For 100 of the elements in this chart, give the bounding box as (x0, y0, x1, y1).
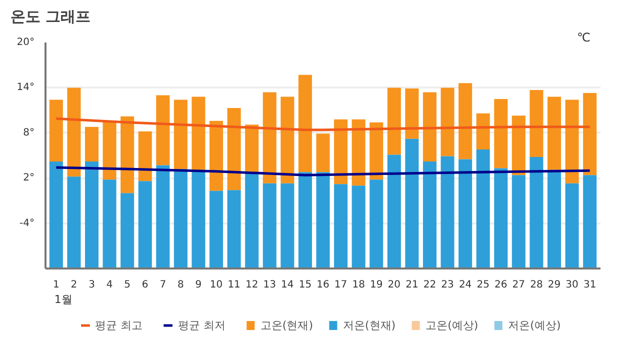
legend-label: 고온(예상) (426, 319, 478, 332)
y-tick-label: 8° (23, 127, 35, 138)
bar (227, 190, 241, 268)
bar (316, 134, 330, 172)
x-tick-label: 5 (124, 280, 131, 290)
bar (405, 88, 419, 139)
bar (262, 183, 276, 268)
bar (262, 92, 276, 184)
bar (227, 108, 241, 190)
bar (583, 175, 597, 268)
bar (156, 165, 170, 268)
x-tick-label: 22 (423, 280, 436, 290)
x-tick-label: 26 (494, 280, 508, 290)
x-tick-label: 17 (334, 280, 348, 290)
bar (192, 170, 206, 268)
x-tick-label: 30 (566, 280, 578, 290)
bar (245, 124, 259, 174)
bar (298, 172, 312, 268)
bar (512, 116, 526, 176)
line-series (54, 166, 592, 176)
bar (120, 193, 134, 268)
bar (102, 180, 116, 268)
bar (49, 100, 63, 162)
x-tick-label: 15 (298, 280, 312, 290)
x-tick-label: 31 (583, 280, 596, 290)
x-axis-title: 1월 (54, 293, 72, 306)
bar (387, 88, 401, 155)
bar (174, 169, 188, 268)
bar (422, 162, 436, 268)
bar (67, 176, 81, 268)
x-tick-label: 1 (52, 280, 60, 290)
x-tick-label: 16 (316, 280, 330, 290)
bar (512, 175, 526, 268)
bar (530, 90, 544, 158)
bar (458, 159, 472, 268)
bar (102, 120, 116, 180)
bar (49, 162, 63, 268)
y-tick-label: 2° (23, 172, 35, 184)
x-tick-label: 8 (178, 280, 184, 290)
bar (405, 138, 419, 268)
bar (210, 120, 224, 191)
x-tick-label: 6 (142, 280, 148, 290)
legend-label: 저온(현재) (342, 319, 396, 332)
x-tick-label: 24 (458, 280, 472, 290)
x-tick-label: 27 (512, 280, 526, 290)
bar (422, 92, 436, 162)
x-tick-label: 2 (70, 280, 78, 290)
bar (120, 116, 134, 194)
bar (298, 74, 312, 172)
bar (84, 126, 99, 162)
bar (583, 92, 597, 176)
bar (370, 180, 384, 268)
line-series (54, 117, 592, 132)
y-tick-label: 14° (16, 82, 35, 94)
bar (370, 122, 384, 180)
x-tick-label: 13 (263, 280, 276, 290)
bar (245, 174, 259, 268)
bar (565, 100, 579, 184)
x-tick-label: 11 (228, 280, 240, 290)
bar (547, 170, 562, 268)
bar (352, 186, 366, 268)
x-tick-label: 19 (370, 280, 383, 290)
bar (565, 183, 579, 268)
bar (458, 83, 472, 160)
legend-label: 저온(예상) (508, 319, 561, 332)
bar (192, 96, 206, 170)
x-tick-label: 3 (88, 280, 95, 290)
bar (334, 184, 348, 268)
x-tick-label: 29 (548, 280, 561, 290)
bar (387, 154, 401, 268)
x-tick-label: 7 (160, 280, 166, 290)
bar (440, 156, 454, 268)
legend-label: 평균 최저 (178, 319, 226, 332)
bar (280, 183, 294, 268)
bar (334, 119, 348, 184)
y-tick-label: 20° (16, 37, 35, 48)
bar (156, 95, 170, 166)
x-tick-label: 10 (210, 280, 223, 290)
bar (210, 190, 224, 268)
x-tick-label: 21 (406, 280, 418, 290)
x-tick-label: 20 (388, 280, 401, 290)
legend-label: 평균 최고 (95, 319, 143, 332)
bar (138, 181, 152, 268)
chart-title: 온도 그래프 (10, 8, 91, 26)
legend-label: 고온(현재) (260, 319, 313, 332)
x-tick-label: 12 (245, 280, 258, 290)
x-tick-label: 28 (530, 280, 543, 290)
bar (316, 172, 330, 268)
bar (547, 96, 562, 170)
bar (138, 131, 152, 182)
bar (174, 100, 188, 170)
bar (494, 99, 508, 168)
bar (440, 88, 454, 156)
y-tick-label: -4° (20, 218, 35, 229)
bar (280, 96, 294, 184)
x-tick-label: 14 (281, 280, 294, 290)
annotation: ℃ (577, 30, 591, 44)
x-tick-label: 4 (106, 280, 113, 290)
x-tick-label: 9 (195, 280, 202, 290)
x-tick-label: 23 (441, 280, 454, 290)
